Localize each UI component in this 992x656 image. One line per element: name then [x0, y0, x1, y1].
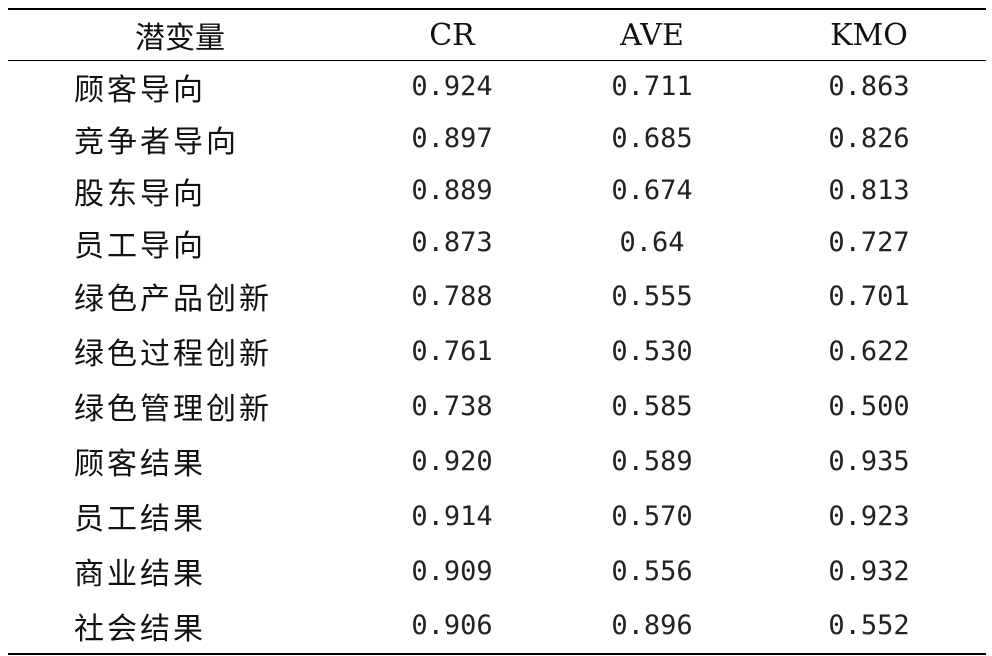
cr-value: 0.920 [411, 445, 493, 477]
kmo-value: 0.935 [828, 445, 910, 477]
cr-value: 0.924 [411, 71, 493, 103]
table-header: 潜变量 CR AVE KMO [8, 9, 986, 61]
cr-value: 0.788 [411, 280, 493, 312]
table-row: 顾客结果 0.920 0.589 0.935 [8, 434, 986, 489]
ave-value: 0.585 [611, 390, 693, 422]
kmo-value: 0.826 [828, 123, 910, 154]
header-kmo: KMO [830, 17, 908, 53]
header-ave: AVE [620, 17, 684, 53]
row-label: 股东导向 [74, 176, 206, 212]
cr-value: 0.873 [411, 227, 493, 258]
table-row: 股东导向 0.889 0.674 0.813 [8, 165, 986, 217]
row-label: 绿色过程创新 [74, 337, 272, 372]
ave-value: 0.589 [611, 445, 693, 477]
row-label: 绿色产品创新 [74, 282, 272, 317]
kmo-value: 0.813 [828, 175, 910, 206]
cr-value: 0.914 [411, 500, 493, 532]
cr-value: 0.738 [411, 390, 493, 422]
table-row: 员工导向 0.873 0.64 0.727 [8, 217, 986, 269]
row-label: 顾客导向 [74, 72, 206, 108]
cr-value: 0.889 [411, 175, 493, 206]
results-table-container: 潜变量 CR AVE KMO 顾客导向 0.924 0.711 0.863 竞争… [8, 8, 986, 655]
ave-value: 0.556 [611, 555, 693, 587]
ave-value: 0.64 [619, 227, 685, 258]
header-row: 潜变量 CR AVE KMO [8, 9, 986, 61]
kmo-value: 0.923 [828, 500, 910, 532]
row-label: 员工导向 [74, 228, 206, 264]
table-row: 绿色过程创新 0.761 0.530 0.622 [8, 324, 986, 379]
ave-value: 0.711 [611, 71, 693, 103]
cr-value: 0.761 [411, 335, 493, 367]
cr-value: 0.897 [411, 123, 493, 154]
kmo-value: 0.863 [828, 71, 910, 103]
table-row: 员工结果 0.914 0.570 0.923 [8, 489, 986, 544]
table-body: 顾客导向 0.924 0.711 0.863 竞争者导向 0.897 0.685… [8, 61, 986, 654]
table-row: 竞争者导向 0.897 0.685 0.826 [8, 113, 986, 165]
kmo-value: 0.932 [828, 555, 910, 587]
table-row: 社会结果 0.906 0.896 0.552 [8, 599, 986, 654]
ave-value: 0.530 [611, 335, 693, 367]
row-label: 竞争者导向 [74, 124, 239, 160]
reliability-validity-table: 潜变量 CR AVE KMO 顾客导向 0.924 0.711 0.863 竞争… [8, 8, 986, 655]
table-row: 绿色管理创新 0.738 0.585 0.500 [8, 379, 986, 434]
ave-value: 0.570 [611, 500, 693, 532]
ave-value: 0.685 [611, 123, 693, 154]
row-label: 社会结果 [74, 611, 206, 647]
kmo-value: 0.701 [828, 280, 910, 312]
table-row: 绿色产品创新 0.788 0.555 0.701 [8, 269, 986, 324]
kmo-value: 0.500 [828, 390, 910, 422]
ave-value: 0.555 [611, 280, 693, 312]
cr-value: 0.906 [411, 610, 493, 641]
header-latent-variable: 潜变量 [135, 21, 225, 56]
row-label: 顾客结果 [74, 447, 206, 482]
header-cr: CR [429, 17, 475, 53]
ave-value: 0.896 [611, 610, 693, 641]
row-label: 员工结果 [74, 502, 206, 537]
table-row: 商业结果 0.909 0.556 0.932 [8, 544, 986, 599]
kmo-value: 0.552 [828, 610, 910, 641]
row-label: 绿色管理创新 [74, 392, 272, 427]
cr-value: 0.909 [411, 555, 493, 587]
ave-value: 0.674 [611, 175, 693, 206]
kmo-value: 0.622 [828, 335, 910, 367]
table-row: 顾客导向 0.924 0.711 0.863 [8, 61, 986, 113]
kmo-value: 0.727 [828, 227, 910, 258]
row-label: 商业结果 [74, 557, 206, 592]
